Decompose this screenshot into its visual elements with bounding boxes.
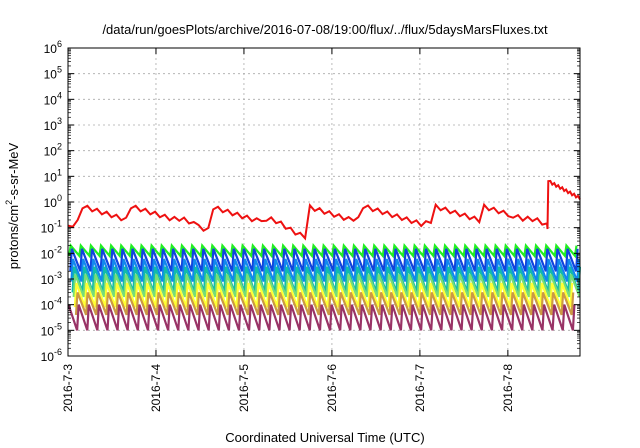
y-tick-label: 101 bbox=[44, 167, 62, 184]
series-line bbox=[68, 243, 578, 259]
x-tick-label: 2016-7-7 bbox=[413, 364, 427, 412]
x-tick-label: 2016-7-3 bbox=[61, 364, 75, 412]
series-line bbox=[69, 248, 579, 272]
y-tick-label: 10-1 bbox=[41, 219, 62, 236]
x-axis-label: Coordinated Universal Time (UTC) bbox=[225, 430, 424, 445]
series-line bbox=[73, 282, 574, 308]
x-tick-label: 2016-7-8 bbox=[501, 364, 515, 412]
y-tick-label: 100 bbox=[44, 193, 62, 210]
series-group bbox=[67, 179, 581, 331]
y-tick-label: 10-6 bbox=[41, 347, 62, 364]
series-line bbox=[74, 292, 575, 316]
y-label-base: protons/cm bbox=[6, 205, 21, 269]
series-line bbox=[71, 266, 581, 293]
y-tick-label: 104 bbox=[44, 90, 62, 107]
x-tick-label: 2016-7-5 bbox=[237, 364, 251, 412]
x-tick-label: 2016-7-4 bbox=[149, 364, 163, 412]
y-label-sup: 2 bbox=[4, 200, 14, 205]
y-axis-label: protons/cm2-s-sr-MeV bbox=[4, 142, 21, 269]
series-line bbox=[72, 274, 581, 298]
y-tick-label: 105 bbox=[44, 65, 62, 82]
series-line bbox=[70, 258, 580, 282]
y-label-rest: -s-sr-MeV bbox=[6, 142, 21, 199]
y-tick-label: 102 bbox=[44, 142, 62, 159]
y-tick-label: 10-4 bbox=[41, 296, 62, 313]
y-tick-label: 10-3 bbox=[41, 270, 62, 287]
series-line bbox=[67, 179, 581, 241]
plot-frame bbox=[67, 47, 581, 357]
y-tick-label: 10-2 bbox=[41, 244, 62, 261]
y-tick-label: 106 bbox=[44, 39, 62, 56]
y-tick-label: 10-5 bbox=[41, 321, 62, 338]
y-tick-label: 103 bbox=[44, 116, 62, 133]
x-ticks: 2016-7-3 2016-7-4 2016-7-5 2016-7-6 2016-7-7… bbox=[61, 48, 515, 412]
chart-title: /data/run/goesPlots/archive/2016-07-08/1… bbox=[102, 22, 548, 37]
series-line bbox=[67, 304, 576, 331]
x-tick-label: 2016-7-6 bbox=[325, 364, 339, 412]
